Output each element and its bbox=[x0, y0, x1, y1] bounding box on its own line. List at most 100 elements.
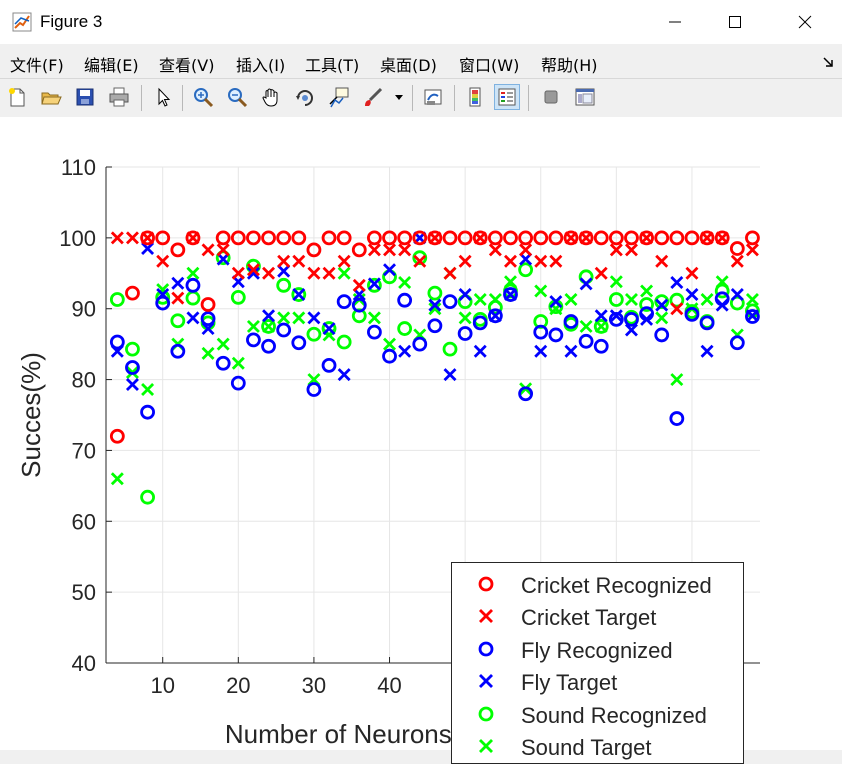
open-file-button[interactable] bbox=[38, 84, 64, 110]
rotate-3d-button[interactable] bbox=[292, 84, 318, 110]
data-point bbox=[457, 326, 473, 341]
data-point bbox=[442, 294, 458, 310]
data-point bbox=[608, 230, 624, 246]
data-point bbox=[292, 254, 306, 268]
close-icon bbox=[798, 15, 812, 29]
data-point bbox=[351, 242, 367, 258]
data-point bbox=[745, 230, 760, 246]
menu-edit[interactable]: 编辑(E) bbox=[84, 56, 139, 75]
data-point bbox=[533, 324, 549, 340]
hide-plot-tools-button[interactable] bbox=[538, 84, 564, 110]
pan-button[interactable] bbox=[258, 84, 284, 110]
show-plot-tools-button[interactable] bbox=[572, 84, 598, 110]
data-point bbox=[292, 288, 306, 302]
data-point bbox=[291, 230, 307, 246]
data-point bbox=[215, 230, 231, 246]
menu-tools[interactable]: 工具(T) bbox=[305, 56, 360, 75]
legend-label: Cricket Target bbox=[521, 605, 657, 630]
data-point bbox=[428, 298, 442, 312]
data-point bbox=[714, 230, 730, 246]
data-point bbox=[473, 344, 487, 358]
data-point bbox=[564, 344, 578, 358]
data-point bbox=[171, 276, 185, 290]
data-point bbox=[397, 321, 413, 336]
save-button[interactable] bbox=[72, 84, 98, 110]
pan-hand-icon bbox=[262, 88, 278, 107]
new-figure-button[interactable] bbox=[4, 84, 30, 110]
y-tick-label: 100 bbox=[59, 226, 96, 251]
maximize-button[interactable] bbox=[705, 0, 765, 44]
legend-entry: Fly Target bbox=[452, 666, 742, 696]
data-cursor-button[interactable] bbox=[326, 84, 352, 110]
data-point bbox=[170, 242, 186, 258]
data-point bbox=[578, 333, 594, 349]
legend-button[interactable] bbox=[494, 84, 520, 110]
dock-arrow-icon[interactable] bbox=[822, 56, 834, 68]
brush-button[interactable] bbox=[360, 84, 386, 110]
y-tick-label: 70 bbox=[72, 438, 96, 463]
zoom-in-icon bbox=[194, 88, 214, 108]
pointer-button[interactable] bbox=[150, 84, 176, 110]
data-point bbox=[563, 230, 579, 246]
menu-file[interactable]: 文件(F) bbox=[10, 56, 64, 75]
data-point bbox=[383, 243, 397, 257]
close-button[interactable] bbox=[775, 0, 835, 44]
data-point bbox=[125, 360, 140, 375]
data-point bbox=[337, 266, 351, 280]
zoom-out-button[interactable] bbox=[224, 84, 250, 110]
rotate-3d-icon bbox=[296, 90, 313, 106]
menu-help[interactable]: 帮助(H) bbox=[541, 56, 598, 75]
data-point bbox=[398, 276, 412, 289]
print-button[interactable] bbox=[106, 84, 132, 110]
data-point bbox=[534, 344, 548, 358]
y-tick-label: 80 bbox=[72, 368, 96, 393]
data-point bbox=[277, 254, 291, 268]
data-point bbox=[383, 337, 397, 351]
data-point bbox=[246, 263, 260, 277]
data-point bbox=[714, 291, 730, 307]
data-point bbox=[276, 230, 292, 246]
data-point bbox=[246, 332, 261, 348]
data-point bbox=[140, 230, 155, 246]
data-point bbox=[337, 368, 351, 382]
data-point bbox=[472, 315, 488, 331]
data-point bbox=[518, 386, 534, 402]
legend-entry: Sound Recognized bbox=[452, 699, 742, 729]
data-point bbox=[563, 314, 579, 329]
data-point bbox=[534, 284, 548, 298]
data-point bbox=[729, 241, 745, 256]
colorbar-button[interactable] bbox=[462, 84, 488, 110]
window-title: Figure 3 bbox=[40, 12, 103, 31]
chart-legend[interactable]: Cricket Recognized Cricket Target Fly Re… bbox=[451, 562, 744, 764]
data-point bbox=[488, 243, 502, 257]
legend-label: Cricket Recognized bbox=[521, 573, 712, 598]
data-point bbox=[246, 319, 260, 333]
menu-view[interactable]: 查看(V) bbox=[159, 56, 215, 75]
link-plot-button[interactable] bbox=[420, 84, 446, 110]
menu-desktop[interactable]: 桌面(D) bbox=[380, 56, 437, 75]
menu-insert[interactable]: 插入(I) bbox=[236, 56, 286, 75]
data-point bbox=[503, 230, 518, 246]
data-point bbox=[398, 243, 412, 257]
data-point bbox=[321, 321, 337, 336]
brush-icon bbox=[365, 87, 383, 106]
data-point bbox=[669, 230, 685, 246]
data-point bbox=[155, 295, 171, 311]
data-point bbox=[654, 294, 670, 310]
menu-window[interactable]: 窗口(W) bbox=[459, 56, 520, 75]
data-point bbox=[125, 285, 140, 301]
zoom-in-button[interactable] bbox=[190, 84, 216, 110]
data-point bbox=[669, 292, 685, 308]
y-tick-label: 110 bbox=[61, 155, 96, 180]
data-point bbox=[700, 293, 714, 306]
data-point bbox=[186, 266, 200, 280]
data-point bbox=[427, 318, 443, 334]
data-point bbox=[155, 230, 171, 246]
data-point bbox=[185, 230, 201, 246]
data-point bbox=[140, 404, 155, 420]
scatter-chart[interactable]: 1020304050607080405060708090100110Number… bbox=[0, 117, 842, 750]
brush-dropdown-button[interactable] bbox=[391, 84, 407, 110]
data-point bbox=[639, 306, 654, 322]
data-point bbox=[110, 231, 124, 245]
minimize-button[interactable] bbox=[645, 0, 705, 44]
